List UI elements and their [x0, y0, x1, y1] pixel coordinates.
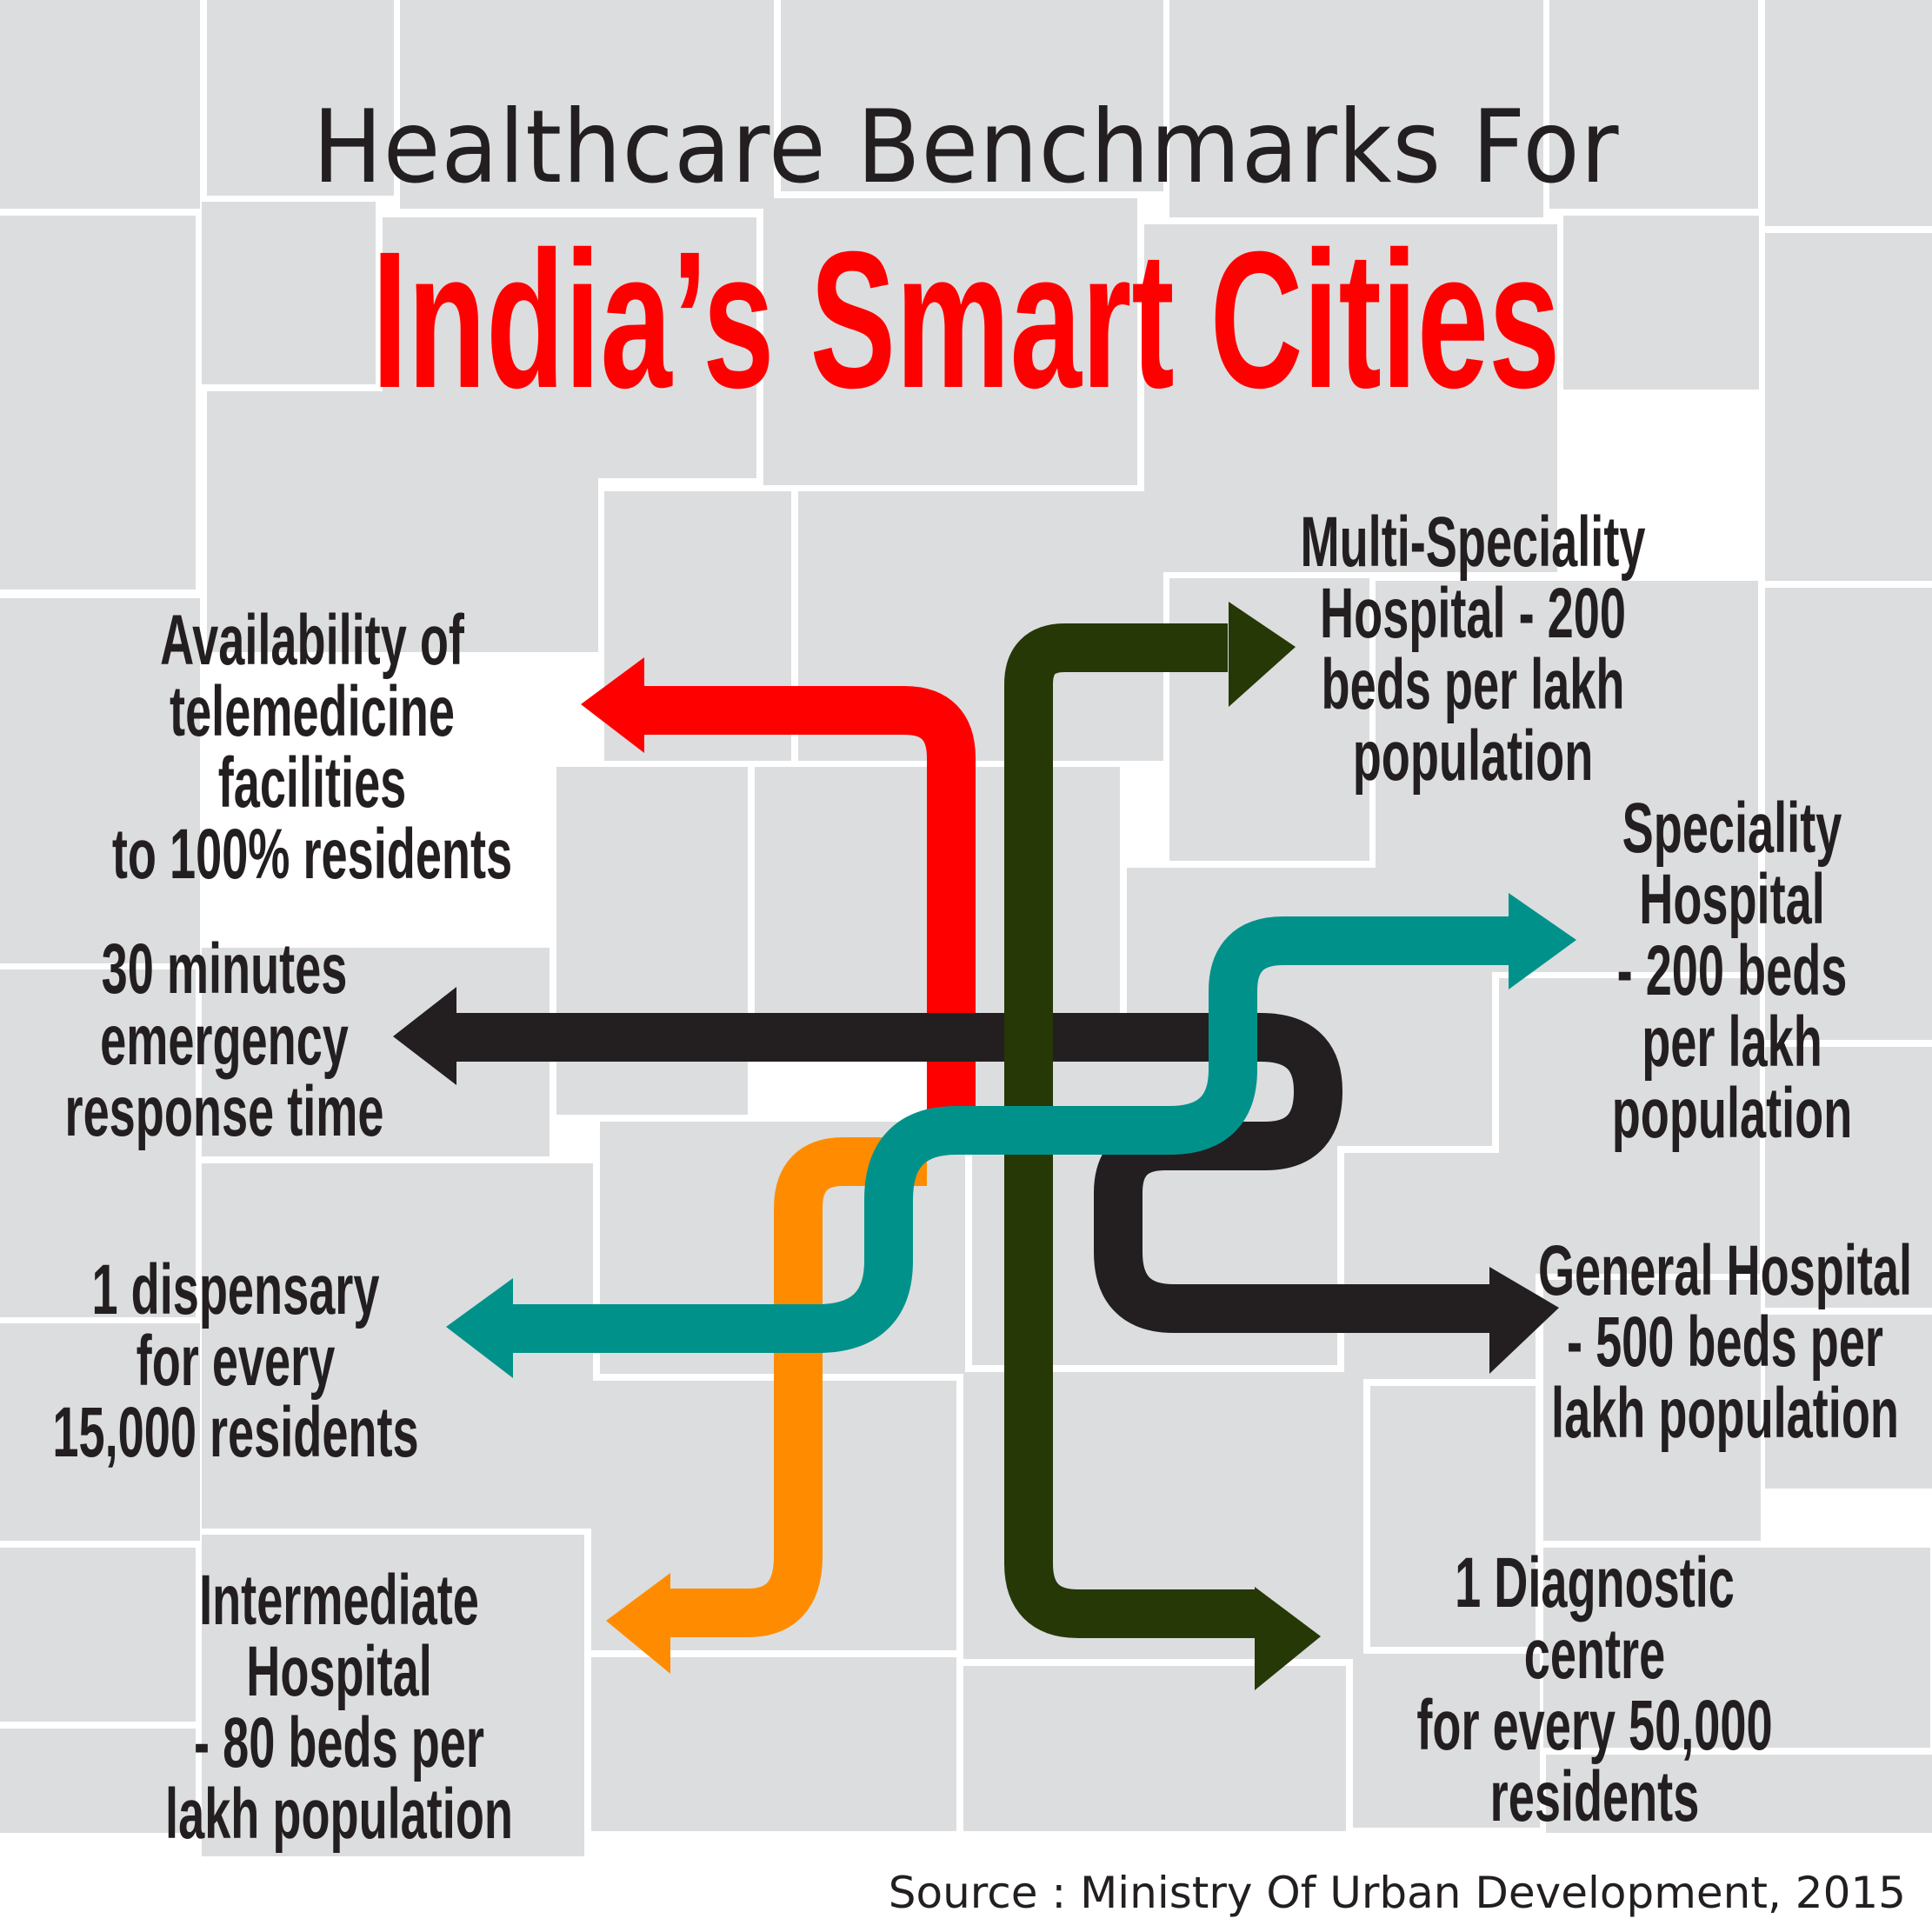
background-tile [1549, 0, 1758, 209]
arrowhead-telemedicine [581, 657, 644, 753]
label-speciality: Speciality Hospital - 200 beds per lakh … [1611, 789, 1853, 1153]
background-tile [0, 216, 196, 590]
background-tile [1499, 978, 1760, 1274]
label-emergency: 30 minutes emergency response time [64, 929, 384, 1151]
arrow-multi-and-diagnostic [1004, 623, 1255, 1638]
arrowhead-general [1489, 1267, 1559, 1374]
background-tile [1144, 224, 1557, 572]
background-tile [207, 0, 394, 196]
background-tile [1563, 216, 1759, 390]
title-line-2: India’s Smart Cities [371, 211, 1561, 429]
background-tile [1353, 1654, 1540, 1828]
background-tile [781, 0, 1163, 191]
background-tile [1543, 1280, 1761, 1541]
background-tile [0, 1548, 196, 1722]
background-tile [963, 1666, 1346, 1831]
title-line-1: Healthcare Benchmarks For [312, 89, 1620, 206]
arrowhead-speciality [1509, 893, 1576, 989]
background-tile [1370, 1386, 1536, 1647]
arrow-telemedicine [643, 686, 976, 1129]
background-tile [0, 969, 196, 1317]
background-tile [0, 0, 200, 209]
background-tile [202, 1535, 584, 1856]
background-tile [1765, 1315, 1932, 1489]
background-tile [400, 0, 774, 209]
background-tile [1546, 1755, 1932, 1833]
arrowhead-diagnostic [1255, 1587, 1321, 1690]
label-intermediate: Intermediate Hospital - 80 beds per lakh… [165, 1561, 513, 1854]
arrowhead-multi-speciality [1229, 602, 1296, 707]
label-telemedicine: Availability of telemedicine facilities … [111, 601, 513, 894]
arrow-dispensary-and-speciality [510, 916, 1511, 1353]
arrow-emergency-and-general [454, 1013, 1494, 1333]
source-caption: Source : Ministry Of Urban Development, … [888, 1868, 1906, 1918]
background-tile [1169, 0, 1543, 217]
background-tile [1543, 1548, 1930, 1748]
arrowhead-emergency [393, 987, 456, 1085]
background-tile [0, 598, 200, 963]
background-tile [1765, 0, 1932, 226]
arrowhead-intermediate [606, 1573, 670, 1674]
background-tile [1765, 588, 1932, 1040]
background-tile [207, 391, 598, 652]
background-tile [591, 1657, 956, 1831]
background-tile [202, 202, 376, 384]
background-tile [763, 198, 1137, 485]
label-multi-speciality: Multi-Speciality Hospital - 200 beds per… [1300, 503, 1646, 796]
background-tile [1765, 1047, 1932, 1308]
arrowhead-dispensary [446, 1278, 513, 1378]
label-diagnostic: 1 Diagnostic centre for every 50,000 res… [1416, 1543, 1773, 1836]
background-tile [0, 1323, 200, 1541]
arrow-intermediate-hospital [668, 1137, 927, 1637]
label-general: General Hospital - 500 beds per lakh pop… [1537, 1231, 1913, 1453]
background-tile [0, 1729, 196, 1833]
background-tile [1765, 233, 1932, 581]
label-dispensary: 1 dispensary for every 15,000 residents [52, 1250, 419, 1472]
